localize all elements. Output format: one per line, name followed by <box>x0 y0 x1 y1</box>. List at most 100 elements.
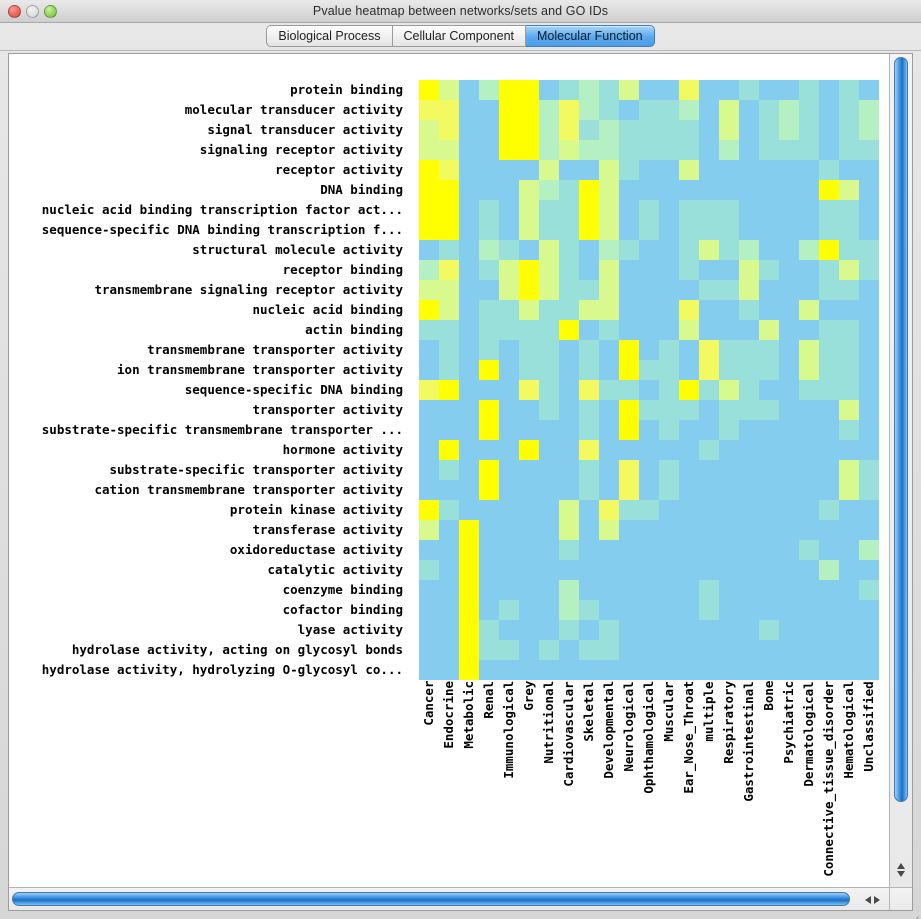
heatmap-cell[interactable] <box>759 80 779 100</box>
heatmap-cell[interactable] <box>699 620 719 640</box>
heatmap-cell[interactable] <box>539 460 559 480</box>
heatmap-cell[interactable] <box>799 420 819 440</box>
heatmap-cell[interactable] <box>459 560 479 580</box>
heatmap-cell[interactable] <box>619 420 639 440</box>
heatmap-cell[interactable] <box>619 560 639 580</box>
heatmap-cell[interactable] <box>659 600 679 620</box>
heatmap-cell[interactable] <box>479 300 499 320</box>
heatmap-cell[interactable] <box>819 480 839 500</box>
heatmap-cell[interactable] <box>419 140 439 160</box>
heatmap-cell[interactable] <box>419 600 439 620</box>
heatmap-cell[interactable] <box>839 120 859 140</box>
heatmap-cell[interactable] <box>779 440 799 460</box>
heatmap-cell[interactable] <box>579 560 599 580</box>
heatmap-cell[interactable] <box>759 100 779 120</box>
heatmap-cell[interactable] <box>499 320 519 340</box>
heatmap-cell[interactable] <box>779 220 799 240</box>
heatmap-cell[interactable] <box>719 240 739 260</box>
heatmap-cell[interactable] <box>499 640 519 660</box>
heatmap-cell[interactable] <box>579 520 599 540</box>
heatmap-cell[interactable] <box>599 160 619 180</box>
heatmap-cell[interactable] <box>699 520 719 540</box>
heatmap-cell[interactable] <box>419 240 439 260</box>
heatmap-cell[interactable] <box>819 80 839 100</box>
heatmap-cell[interactable] <box>699 140 719 160</box>
heatmap-cell[interactable] <box>539 480 559 500</box>
heatmap-cell[interactable] <box>759 280 779 300</box>
heatmap-cell[interactable] <box>759 140 779 160</box>
heatmap-cell[interactable] <box>619 580 639 600</box>
heatmap-cell[interactable] <box>659 520 679 540</box>
heatmap-cell[interactable] <box>699 380 719 400</box>
heatmap-cell[interactable] <box>659 260 679 280</box>
heatmap-cell[interactable] <box>779 500 799 520</box>
heatmap-cell[interactable] <box>499 660 519 680</box>
heatmap-cell[interactable] <box>819 280 839 300</box>
heatmap-cell[interactable] <box>459 260 479 280</box>
heatmap-cell[interactable] <box>619 360 639 380</box>
heatmap-cell[interactable] <box>459 580 479 600</box>
heatmap-cell[interactable] <box>619 180 639 200</box>
heatmap-cell[interactable] <box>459 340 479 360</box>
heatmap-cell[interactable] <box>719 120 739 140</box>
heatmap-cell[interactable] <box>659 300 679 320</box>
heatmap-cell[interactable] <box>599 520 619 540</box>
heatmap-cell[interactable] <box>639 140 659 160</box>
heatmap-cell[interactable] <box>419 220 439 240</box>
heatmap-cell[interactable] <box>439 640 459 660</box>
heatmap-cell[interactable] <box>779 340 799 360</box>
heatmap-cell[interactable] <box>479 240 499 260</box>
heatmap-cell[interactable] <box>499 500 519 520</box>
heatmap-cell[interactable] <box>859 380 879 400</box>
heatmap-cell[interactable] <box>479 120 499 140</box>
heatmap-cell[interactable] <box>699 120 719 140</box>
heatmap-cell[interactable] <box>739 420 759 440</box>
heatmap-cell[interactable] <box>739 500 759 520</box>
heatmap-cell[interactable] <box>799 300 819 320</box>
heatmap-cell[interactable] <box>559 460 579 480</box>
heatmap-cell[interactable] <box>799 260 819 280</box>
heatmap-cell[interactable] <box>439 200 459 220</box>
heatmap-cell[interactable] <box>639 640 659 660</box>
heatmap-cell[interactable] <box>679 260 699 280</box>
heatmap-cell[interactable] <box>619 240 639 260</box>
heatmap-cell[interactable] <box>779 280 799 300</box>
heatmap-cell[interactable] <box>679 220 699 240</box>
heatmap-cell[interactable] <box>639 260 659 280</box>
heatmap-cell[interactable] <box>859 580 879 600</box>
heatmap-cell[interactable] <box>459 660 479 680</box>
heatmap-cell[interactable] <box>419 160 439 180</box>
heatmap-cell[interactable] <box>419 420 439 440</box>
heatmap-cell[interactable] <box>799 80 819 100</box>
heatmap-cell[interactable] <box>779 300 799 320</box>
heatmap-cell[interactable] <box>439 600 459 620</box>
heatmap-cell[interactable] <box>599 140 619 160</box>
heatmap-cell[interactable] <box>739 580 759 600</box>
heatmap-cell[interactable] <box>579 500 599 520</box>
heatmap-cell[interactable] <box>499 300 519 320</box>
heatmap-cell[interactable] <box>619 380 639 400</box>
horizontal-scrollbar-thumb[interactable] <box>12 892 850 906</box>
heatmap-cell[interactable] <box>699 280 719 300</box>
heatmap-cell[interactable] <box>479 480 499 500</box>
heatmap-cell[interactable] <box>859 600 879 620</box>
heatmap-cell[interactable] <box>819 120 839 140</box>
heatmap-cell[interactable] <box>759 520 779 540</box>
heatmap-cell[interactable] <box>539 300 559 320</box>
heatmap-cell[interactable] <box>599 320 619 340</box>
heatmap-cell[interactable] <box>599 620 619 640</box>
heatmap-cell[interactable] <box>619 620 639 640</box>
heatmap-cell[interactable] <box>459 360 479 380</box>
heatmap-cell[interactable] <box>439 560 459 580</box>
heatmap-cell[interactable] <box>579 620 599 640</box>
heatmap-cell[interactable] <box>619 600 639 620</box>
heatmap-cell[interactable] <box>719 100 739 120</box>
heatmap-cell[interactable] <box>519 340 539 360</box>
heatmap-cell[interactable] <box>859 280 879 300</box>
heatmap-cell[interactable] <box>499 380 519 400</box>
heatmap-cell[interactable] <box>459 320 479 340</box>
heatmap-cell[interactable] <box>519 580 539 600</box>
heatmap-cell[interactable] <box>439 540 459 560</box>
heatmap-cell[interactable] <box>739 460 759 480</box>
heatmap-cell[interactable] <box>439 360 459 380</box>
